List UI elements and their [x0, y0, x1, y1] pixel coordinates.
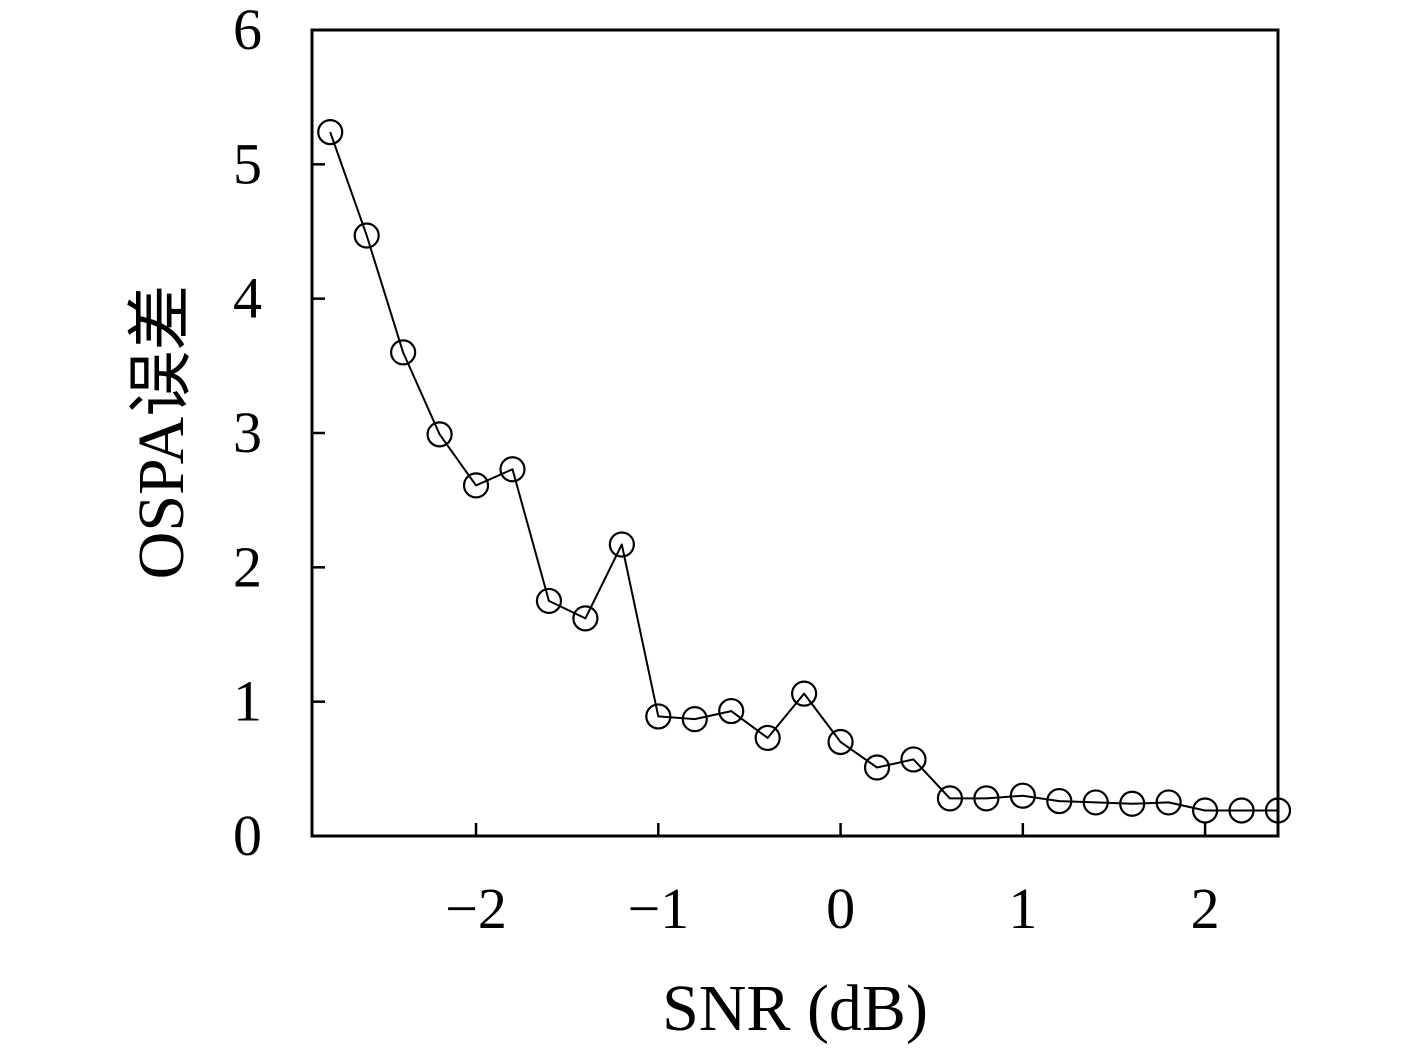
data-point: [390, 339, 417, 366]
data-point: [863, 754, 891, 781]
data-point: [900, 746, 927, 773]
data-point: [936, 785, 964, 812]
y-tick-label: 2: [233, 534, 262, 599]
x-tick-label: −1: [627, 876, 689, 941]
y-tick-label: 4: [233, 266, 262, 331]
series: [317, 118, 1292, 824]
x-axis-label: SNR (dB): [662, 972, 928, 1045]
data-point: [754, 724, 781, 752]
y-tick-label: 0: [233, 803, 262, 868]
plot-frame: [310, 28, 1280, 838]
data-point: [1228, 797, 1255, 824]
data-point: [1191, 797, 1219, 824]
axes: 0 1 2 3 4 5 6 −2 −1 0 1 2: [233, 0, 1280, 941]
data-point: [572, 605, 599, 632]
data-point: [973, 785, 1000, 812]
data-point: [1046, 787, 1073, 815]
data-point: [1119, 790, 1146, 817]
y-tick-label: 3: [233, 400, 262, 465]
y-tick-label: 5: [233, 131, 262, 196]
data-point: [499, 456, 526, 483]
series-line: [329, 131, 1278, 812]
y-tick-label: 6: [233, 0, 262, 62]
data-point: [1082, 789, 1109, 816]
data-point: [645, 703, 672, 730]
data-point: [1009, 782, 1036, 809]
data-point: [1155, 789, 1182, 816]
x-tick-label: −2: [445, 876, 507, 941]
y-tick-label: 1: [233, 669, 262, 734]
data-point: [426, 421, 453, 448]
data-point: [353, 222, 380, 249]
data-point: [535, 587, 563, 615]
data-point: [791, 680, 818, 707]
data-point: [681, 706, 708, 733]
data-point: [462, 472, 490, 499]
data-point: [608, 531, 635, 558]
data-point: [1264, 797, 1292, 824]
data-point: [718, 697, 745, 725]
x-tick-label: 2: [1191, 876, 1220, 941]
x-tick-label: 1: [1008, 876, 1037, 941]
y-axis-label: OSPA误差: [125, 285, 198, 580]
x-tick-label: 0: [826, 876, 855, 941]
data-point: [317, 118, 344, 146]
data-point: [827, 728, 854, 756]
